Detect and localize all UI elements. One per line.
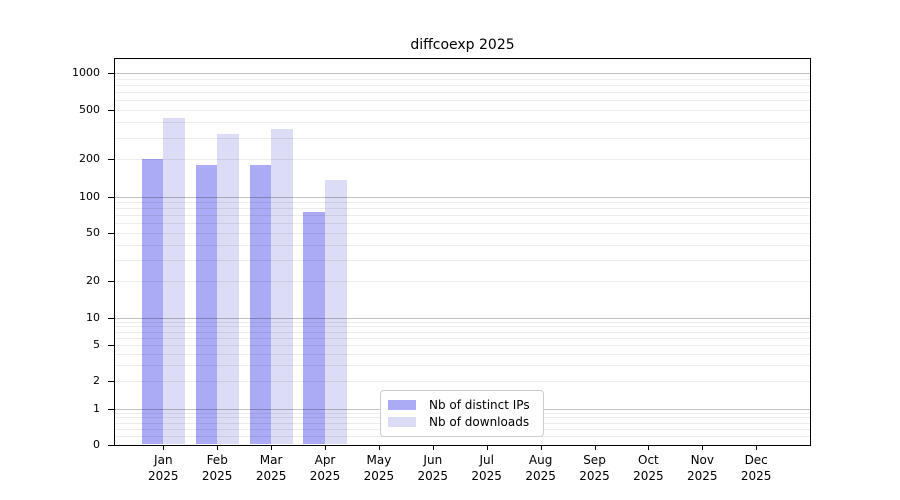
gridline-minor [115,337,810,339]
gridline-minor [115,321,810,323]
gridline-minor [115,215,810,217]
gridline-minor [115,259,810,261]
gridline-minor [115,281,810,283]
x-axis-tick [594,446,596,450]
legend: Nb of distinct IPs Nb of downloads [380,390,544,437]
gridline-minor [115,92,810,94]
x-axis-tick [432,446,434,450]
bar-downloads-feb [217,134,239,445]
bar-distinct-ips-feb [195,164,218,445]
x-axis-tick-label-jan: Jan 2025 [148,453,179,483]
y-axis-tick-label: 2 [93,374,100,388]
legend-label-distinct-ips: Nb of distinct IPs [429,397,530,412]
x-axis-tick-label-nov: Nov 2025 [687,453,718,483]
gridline-minor [115,232,810,234]
y-axis-tick-label: 100 [79,189,100,203]
x-axis-tick [325,446,326,450]
gridline-minor [115,78,810,80]
legend-label-downloads: Nb of downloads [429,415,530,430]
x-axis-tick-label-apr: Apr 2025 [309,453,341,483]
gridline-minor [115,365,810,367]
y-axis-tick [108,444,114,446]
x-axis-tick [217,446,219,450]
x-axis-tick [540,446,542,450]
x-axis-tick-label-dec: Dec 2025 [740,453,772,483]
gridline-minor [115,100,810,102]
y-axis-tick-label: 0 [93,437,100,451]
y-axis-tick-label: 10 [86,310,100,324]
x-axis-tick [378,446,380,450]
plot-area [114,58,811,446]
gridline-minor [115,331,810,333]
x-axis-tick [271,446,273,450]
x-axis-tick-label-aug: Aug 2025 [525,453,556,483]
y-axis-tick-label: 1 [93,401,100,415]
y-axis-tick [108,232,114,234]
y-axis-tick-label: 50 [86,225,100,239]
y-axis-tick-label: 20 [86,274,100,288]
bar-distinct-ips-jan [141,159,164,445]
legend-entry-downloads: Nb of downloads [388,414,536,432]
y-axis-tick [108,73,114,74]
y-axis-tick [108,381,114,383]
bar-distinct-ips-apr [303,211,325,445]
y-axis-tick-label: 1000 [72,66,100,79]
y-axis-tick-label: 500 [79,103,100,117]
x-axis-tick-label-may: May 2025 [363,453,395,483]
gridline-major [115,196,810,198]
gridline-minor [115,223,810,225]
y-axis-tick [108,317,114,319]
gridline-minor [115,344,810,346]
gridline-major [115,317,810,319]
legend-entry-distinct-ips: Nb of distinct IPs [388,396,536,414]
y-axis-tick [108,408,114,410]
x-axis-tick [756,446,758,450]
x-axis-tick [702,446,704,450]
gridline-minor [115,381,810,383]
gridline-minor [115,208,810,210]
gridline-minor [115,159,810,161]
y-axis-tick-label: 5 [93,337,100,351]
gridline-major [115,73,810,74]
gridline-minor [115,353,810,355]
y-axis-tick [108,344,114,346]
bar-downloads-jan [163,118,185,445]
y-axis-tick [108,196,114,198]
x-axis-tick-label-feb: Feb 2025 [201,453,233,483]
x-axis-tick [648,446,650,450]
y-axis-tick [108,110,114,112]
x-axis-tick-label-jul: Jul 2025 [471,453,502,483]
x-axis-tick-label-oct: Oct 2025 [633,453,664,483]
gridline-minor [115,84,810,86]
gridline-minor [115,137,810,139]
x-axis-tick [486,446,488,450]
x-axis-tick-label-jun: Jun 2025 [417,453,449,483]
legend-swatch-downloads [388,417,416,428]
y-axis-tick [108,159,114,161]
gridline-minor [115,326,810,328]
x-axis-tick [163,446,165,450]
y-axis-tick-label: 200 [79,152,100,166]
x-axis-tick-label-sep: Sep 2025 [579,453,610,483]
y-axis-tick [108,281,114,283]
gridline-minor [115,122,810,124]
gridline-minor [115,244,810,246]
legend-swatch-distinct-ips [388,399,416,410]
gridline-minor [115,202,810,204]
bar-downloads-apr [325,180,347,445]
chart-title: diffcoexp 2025 [410,37,515,53]
bar-downloads-mar [271,128,293,445]
bar-distinct-ips-mar [249,164,272,445]
x-axis-tick-label-mar: Mar 2025 [255,453,287,483]
gridline-minor [115,110,810,112]
